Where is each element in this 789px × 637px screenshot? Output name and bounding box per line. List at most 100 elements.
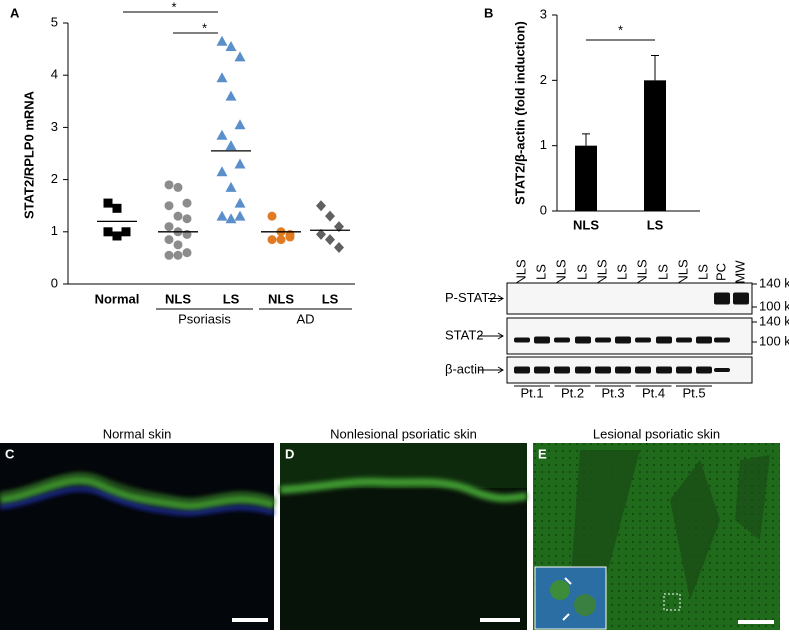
- point: [164, 250, 174, 260]
- point: [173, 250, 183, 260]
- patient-label: Pt.1: [520, 385, 543, 400]
- error-bar: [582, 133, 590, 146]
- point: [225, 90, 237, 101]
- blot-row: [506, 282, 753, 315]
- patient-label: Pt.3: [601, 385, 624, 400]
- y-tick-label: 0: [540, 202, 547, 217]
- band: [554, 366, 570, 374]
- row-label: β-actin: [445, 361, 484, 376]
- point: [325, 210, 335, 222]
- band: [514, 337, 530, 343]
- band: [534, 336, 550, 344]
- point: [112, 231, 122, 241]
- point: [216, 129, 228, 140]
- point: [334, 241, 344, 253]
- band: [575, 366, 591, 374]
- lane-label: LS: [533, 264, 548, 280]
- kda-label: 140 kDa: [759, 313, 789, 328]
- band: [676, 366, 692, 374]
- band: [733, 292, 749, 305]
- blot-row: [506, 317, 753, 355]
- point: [216, 166, 228, 177]
- point: [182, 248, 192, 258]
- bar: [644, 80, 666, 211]
- band: [714, 292, 730, 305]
- arrow: [488, 295, 504, 302]
- arrow: [478, 332, 504, 340]
- x-tick-label: NLS: [573, 217, 599, 232]
- lane-label: PC: [713, 263, 728, 281]
- lane-label: NLS: [513, 259, 528, 285]
- band: [656, 366, 672, 374]
- point: [316, 228, 326, 240]
- y-tick-label: 3: [51, 119, 58, 134]
- x-tick-label: Normal: [95, 291, 140, 306]
- image-c: [0, 443, 276, 630]
- band: [714, 368, 730, 372]
- row-label: P-STAT2: [445, 290, 497, 305]
- point: [267, 235, 277, 245]
- patient-label: Pt.5: [682, 385, 705, 400]
- point: [164, 222, 174, 232]
- band: [514, 366, 530, 374]
- band: [676, 337, 692, 343]
- y-tick-label: 1: [51, 223, 58, 238]
- image-title: Nonlesional psoriatic skin: [330, 426, 477, 441]
- y-tick-label: 4: [51, 67, 58, 82]
- point: [334, 221, 344, 233]
- band: [575, 336, 591, 344]
- panel-label: B: [484, 5, 493, 20]
- x-tick-label: LS: [223, 291, 240, 306]
- lane-label: LS: [574, 264, 589, 280]
- y-tick-label: 1: [540, 137, 547, 152]
- y-axis-label: STAT2/RPLP0 mRNA: [21, 90, 36, 219]
- panel-label: C: [5, 446, 15, 461]
- significance: *: [171, 0, 176, 14]
- point: [182, 214, 192, 224]
- band: [615, 366, 631, 374]
- y-tick-label: 2: [540, 72, 547, 87]
- x-tick-label: NLS: [165, 291, 191, 306]
- y-tick-label: 2: [51, 171, 58, 186]
- point: [276, 235, 286, 245]
- panel-label: A: [10, 5, 20, 20]
- band: [696, 336, 712, 344]
- y-tick-label: 3: [540, 6, 547, 21]
- y-tick-label: 0: [51, 275, 58, 290]
- point: [182, 198, 192, 208]
- lane-label: LS: [614, 264, 629, 280]
- point: [225, 140, 237, 151]
- bar: [575, 145, 597, 211]
- lane-label: LS: [695, 264, 710, 280]
- image-d: [279, 443, 528, 630]
- lane-label: NLS: [594, 259, 609, 285]
- band: [635, 337, 651, 343]
- row-label: STAT2: [445, 327, 484, 342]
- arrow: [478, 366, 504, 374]
- point: [112, 203, 122, 213]
- point: [173, 240, 183, 250]
- band: [595, 366, 611, 374]
- lane-label: NLS: [634, 259, 649, 285]
- y-axis-label: STAT2/β-actin (fold induction): [512, 21, 527, 205]
- band: [595, 337, 611, 343]
- point: [103, 198, 113, 208]
- panel-label: D: [285, 446, 294, 461]
- kda-label: 100 kDa: [759, 298, 789, 313]
- point: [225, 40, 237, 51]
- x-tick-label: LS: [322, 291, 339, 306]
- band: [534, 366, 550, 374]
- band: [615, 336, 631, 344]
- group-label: AD: [296, 311, 314, 326]
- point: [164, 235, 174, 245]
- x-tick-label: NLS: [268, 291, 294, 306]
- point: [234, 210, 246, 221]
- point: [225, 181, 237, 192]
- point: [216, 210, 228, 221]
- patient-label: Pt.2: [561, 385, 584, 400]
- image-e: [533, 443, 780, 630]
- image-title: Lesional psoriatic skin: [593, 426, 720, 441]
- point: [225, 213, 237, 224]
- x-tick-label: LS: [647, 217, 664, 232]
